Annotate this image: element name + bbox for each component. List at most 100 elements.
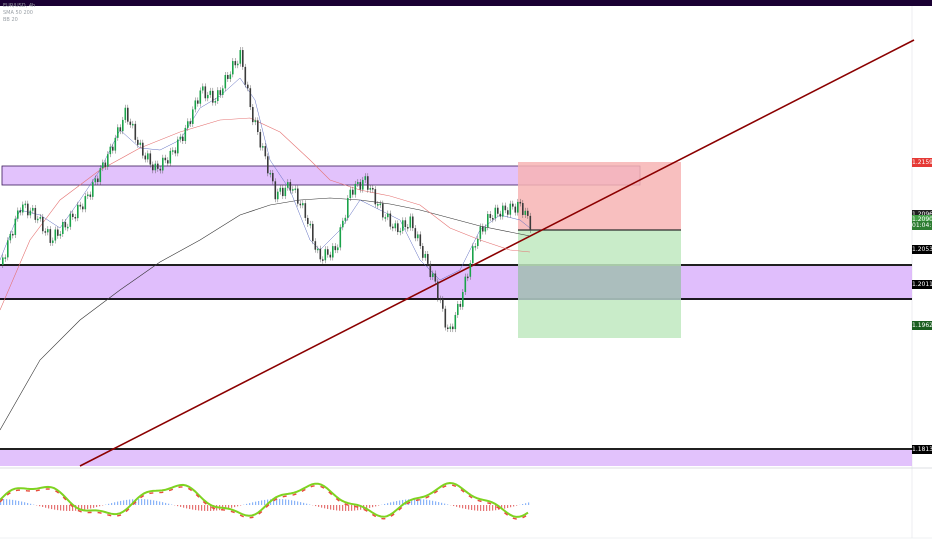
histogram-bar xyxy=(126,499,128,505)
histogram-bar xyxy=(15,500,17,505)
candle xyxy=(364,176,367,180)
histogram-bar xyxy=(327,505,329,509)
histogram-bar xyxy=(444,503,446,505)
candle xyxy=(189,121,192,124)
candle xyxy=(407,227,409,229)
histogram-bar xyxy=(486,505,488,511)
candle xyxy=(349,189,352,199)
candle xyxy=(219,90,222,95)
histogram-bar xyxy=(252,502,254,505)
candle xyxy=(42,216,44,232)
histogram-bar xyxy=(507,505,509,508)
histogram-bar xyxy=(423,499,425,505)
candle xyxy=(487,214,489,228)
histogram-bar xyxy=(420,499,422,505)
histogram-bar xyxy=(111,503,113,505)
price-axis[interactable] xyxy=(912,6,932,468)
candle xyxy=(97,178,99,182)
candlestick-series[interactable] xyxy=(2,47,532,333)
candle xyxy=(424,253,427,258)
candle xyxy=(314,241,317,250)
candle xyxy=(249,88,252,108)
histogram-bar xyxy=(39,505,41,507)
histogram-bar xyxy=(303,502,305,505)
candle xyxy=(287,182,289,188)
histogram-bar xyxy=(195,505,197,511)
lower-zone[interactable] xyxy=(0,450,912,466)
candle xyxy=(49,229,52,243)
histogram-bar xyxy=(24,502,26,505)
candle xyxy=(352,189,354,195)
candle xyxy=(339,227,342,248)
histogram-bar xyxy=(108,503,110,505)
histogram-bar xyxy=(321,505,323,508)
candle xyxy=(137,139,139,145)
candle xyxy=(327,249,329,255)
histogram-bar xyxy=(510,505,512,508)
histogram-bar xyxy=(477,505,479,511)
histogram-bar xyxy=(96,505,98,508)
candle xyxy=(199,90,202,104)
histogram-bar xyxy=(402,499,404,505)
candle xyxy=(512,203,514,207)
histogram-bar xyxy=(177,505,179,507)
histogram-bar xyxy=(141,499,143,505)
rising-trendline[interactable] xyxy=(79,39,915,467)
histogram-bar xyxy=(399,500,401,505)
candle xyxy=(7,240,9,258)
histogram-bar xyxy=(318,505,320,507)
histogram-bar xyxy=(6,499,8,505)
candle xyxy=(522,203,524,215)
candle xyxy=(289,182,292,191)
candle xyxy=(9,233,12,241)
histogram-bar xyxy=(279,499,281,505)
histogram-bar xyxy=(246,503,248,505)
candle xyxy=(432,273,434,278)
candle xyxy=(144,155,147,160)
histogram-bar xyxy=(372,505,374,508)
candle xyxy=(59,233,62,236)
candle xyxy=(529,215,532,230)
candle xyxy=(89,194,92,197)
histogram-bar xyxy=(471,505,473,511)
candle xyxy=(359,182,362,190)
histogram-bar xyxy=(489,505,491,511)
candle xyxy=(472,246,474,264)
candle xyxy=(179,136,182,140)
histogram-bar xyxy=(198,505,200,511)
candle xyxy=(389,213,392,227)
histogram-bar xyxy=(297,501,299,505)
histogram-bar xyxy=(114,502,116,505)
histogram-bar xyxy=(159,501,161,505)
candle xyxy=(74,216,77,219)
candle xyxy=(489,214,492,219)
candle xyxy=(449,326,452,330)
candle xyxy=(234,61,237,66)
candle xyxy=(307,217,309,224)
histogram-bar xyxy=(324,505,326,509)
candle xyxy=(122,119,124,132)
histogram-bar xyxy=(201,505,203,511)
histogram-bar xyxy=(522,504,524,505)
support-zone[interactable] xyxy=(0,266,912,300)
candle xyxy=(474,246,477,248)
candle xyxy=(54,229,57,241)
candle xyxy=(334,246,337,251)
chart-top-border xyxy=(0,0,932,6)
histogram-bar xyxy=(282,499,284,505)
histogram-bar xyxy=(234,505,236,508)
candle xyxy=(22,204,24,213)
candle xyxy=(372,187,374,190)
histogram-bar xyxy=(330,505,332,510)
histogram-bar xyxy=(90,505,92,509)
histogram-bar xyxy=(129,499,131,505)
candle xyxy=(417,234,419,239)
candle xyxy=(124,107,127,120)
histogram-bar xyxy=(123,500,125,505)
histogram-bar xyxy=(441,502,443,505)
candle xyxy=(454,314,457,330)
candle xyxy=(222,88,224,95)
histogram-bar xyxy=(438,502,440,505)
candle xyxy=(437,281,439,299)
